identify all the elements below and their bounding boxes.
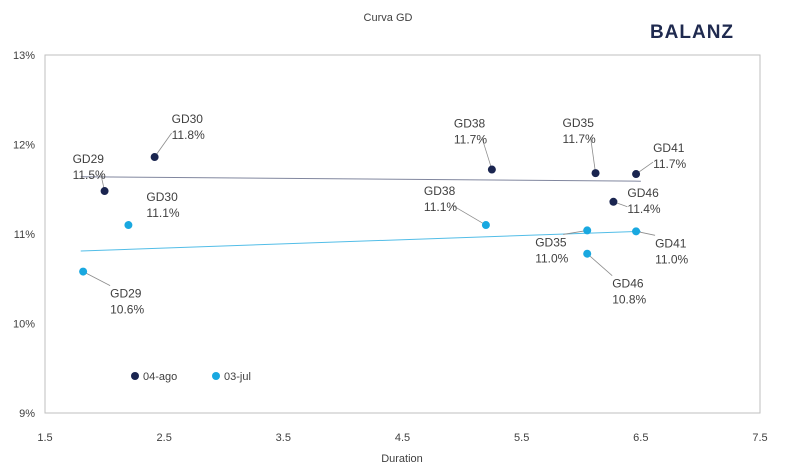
data-label-value: 11.5% bbox=[73, 168, 106, 182]
data-label-bond: GD35 bbox=[535, 235, 567, 249]
data-label-bond: GD30 bbox=[172, 112, 204, 126]
x-tick-label: 1.5 bbox=[37, 432, 52, 444]
data-label-bond: GD46 bbox=[612, 277, 644, 291]
x-tick-label: 4.5 bbox=[395, 432, 410, 444]
data-labels: GD29 11.5% GD30 11.8% GD38 11.7% GD35 11.7% GD41… bbox=[73, 112, 689, 317]
point-03-jul-gd30 bbox=[124, 221, 133, 230]
point-04-ago-gd41 bbox=[632, 170, 641, 179]
leader-line bbox=[586, 253, 613, 276]
y-tick-label: 13% bbox=[13, 50, 35, 62]
plot-area-border bbox=[44, 54, 761, 414]
leader-line bbox=[451, 204, 487, 226]
data-label-bond: GD38 bbox=[454, 117, 486, 131]
y-tick-label: 9% bbox=[19, 408, 35, 420]
data-points bbox=[79, 153, 641, 276]
data-label-bond: GD35 bbox=[563, 116, 595, 130]
point-03-jul-gd41 bbox=[632, 227, 641, 236]
data-label-value: 10.8% bbox=[612, 293, 646, 307]
point-04-ago-gd38 bbox=[487, 165, 496, 174]
data-label-value: 11.7% bbox=[653, 157, 686, 171]
data-label-bond: GD41 bbox=[653, 141, 685, 155]
data-label-value: 11.8% bbox=[172, 128, 205, 142]
trendlines bbox=[80, 176, 641, 252]
data-label-bond: GD41 bbox=[655, 236, 687, 250]
trendline-04-ago bbox=[80, 176, 641, 182]
leader-line bbox=[154, 132, 172, 158]
point-03-jul-gd38 bbox=[481, 221, 490, 230]
point-03-jul-gd46 bbox=[583, 249, 592, 258]
x-tick-label: 7.5 bbox=[752, 432, 767, 444]
leader-line bbox=[82, 271, 111, 286]
point-04-ago-gd35 bbox=[591, 169, 600, 178]
legend-marker-03-jul bbox=[212, 372, 220, 380]
data-label-value: 11.7% bbox=[563, 132, 596, 146]
data-label-bond: GD46 bbox=[627, 186, 659, 200]
legend-label-03-jul: 03-jul bbox=[224, 371, 251, 383]
point-03-jul-gd35 bbox=[583, 226, 592, 235]
point-04-ago-gd30 bbox=[150, 153, 159, 162]
chart-title: Curva GD bbox=[364, 12, 413, 24]
y-tick-label: 12% bbox=[13, 140, 35, 152]
trendline-03-jul bbox=[80, 230, 641, 252]
point-04-ago-gd29 bbox=[100, 187, 109, 196]
y-tick-label: 11% bbox=[14, 229, 35, 241]
x-tick-label: 5.5 bbox=[514, 432, 529, 444]
data-label-value: 10.6% bbox=[110, 303, 144, 317]
x-tick-label: 6.5 bbox=[633, 432, 648, 444]
x-axis-label: Duration bbox=[381, 453, 423, 465]
y-axis-ticks: 9% 10% 11% 12% 13% bbox=[13, 50, 35, 420]
data-label-value: 11.4% bbox=[627, 202, 660, 216]
legend-marker-04-ago bbox=[131, 372, 139, 380]
x-tick-label: 2.5 bbox=[157, 432, 172, 444]
data-label-bond: GD30 bbox=[146, 190, 178, 204]
x-tick-label: 3.5 bbox=[276, 432, 291, 444]
y-tick-label: 10% bbox=[13, 319, 35, 331]
leader-line bbox=[590, 137, 596, 174]
data-label-value: 11.0% bbox=[535, 251, 568, 265]
data-label-value: 11.1% bbox=[424, 200, 457, 214]
legend-label-04-ago: 04-ago bbox=[143, 371, 177, 383]
point-03-jul-gd29 bbox=[79, 267, 88, 276]
legend: 04-ago 03-jul bbox=[131, 371, 251, 383]
data-label-bond: GD38 bbox=[424, 184, 456, 198]
data-label-value: 11.0% bbox=[655, 252, 688, 266]
data-label-value: 11.7% bbox=[454, 133, 487, 147]
brand-logo: BALANZ bbox=[650, 22, 734, 43]
data-label-bond: GD29 bbox=[73, 152, 105, 166]
data-label-value: 11.1% bbox=[146, 206, 179, 220]
leader-line bbox=[563, 230, 588, 235]
point-04-ago-gd46 bbox=[609, 197, 618, 206]
leader-line bbox=[481, 137, 493, 170]
data-label-bond: GD29 bbox=[110, 287, 142, 301]
x-axis-ticks: 1.5 2.5 3.5 4.5 5.5 6.5 7.5 bbox=[37, 432, 767, 444]
